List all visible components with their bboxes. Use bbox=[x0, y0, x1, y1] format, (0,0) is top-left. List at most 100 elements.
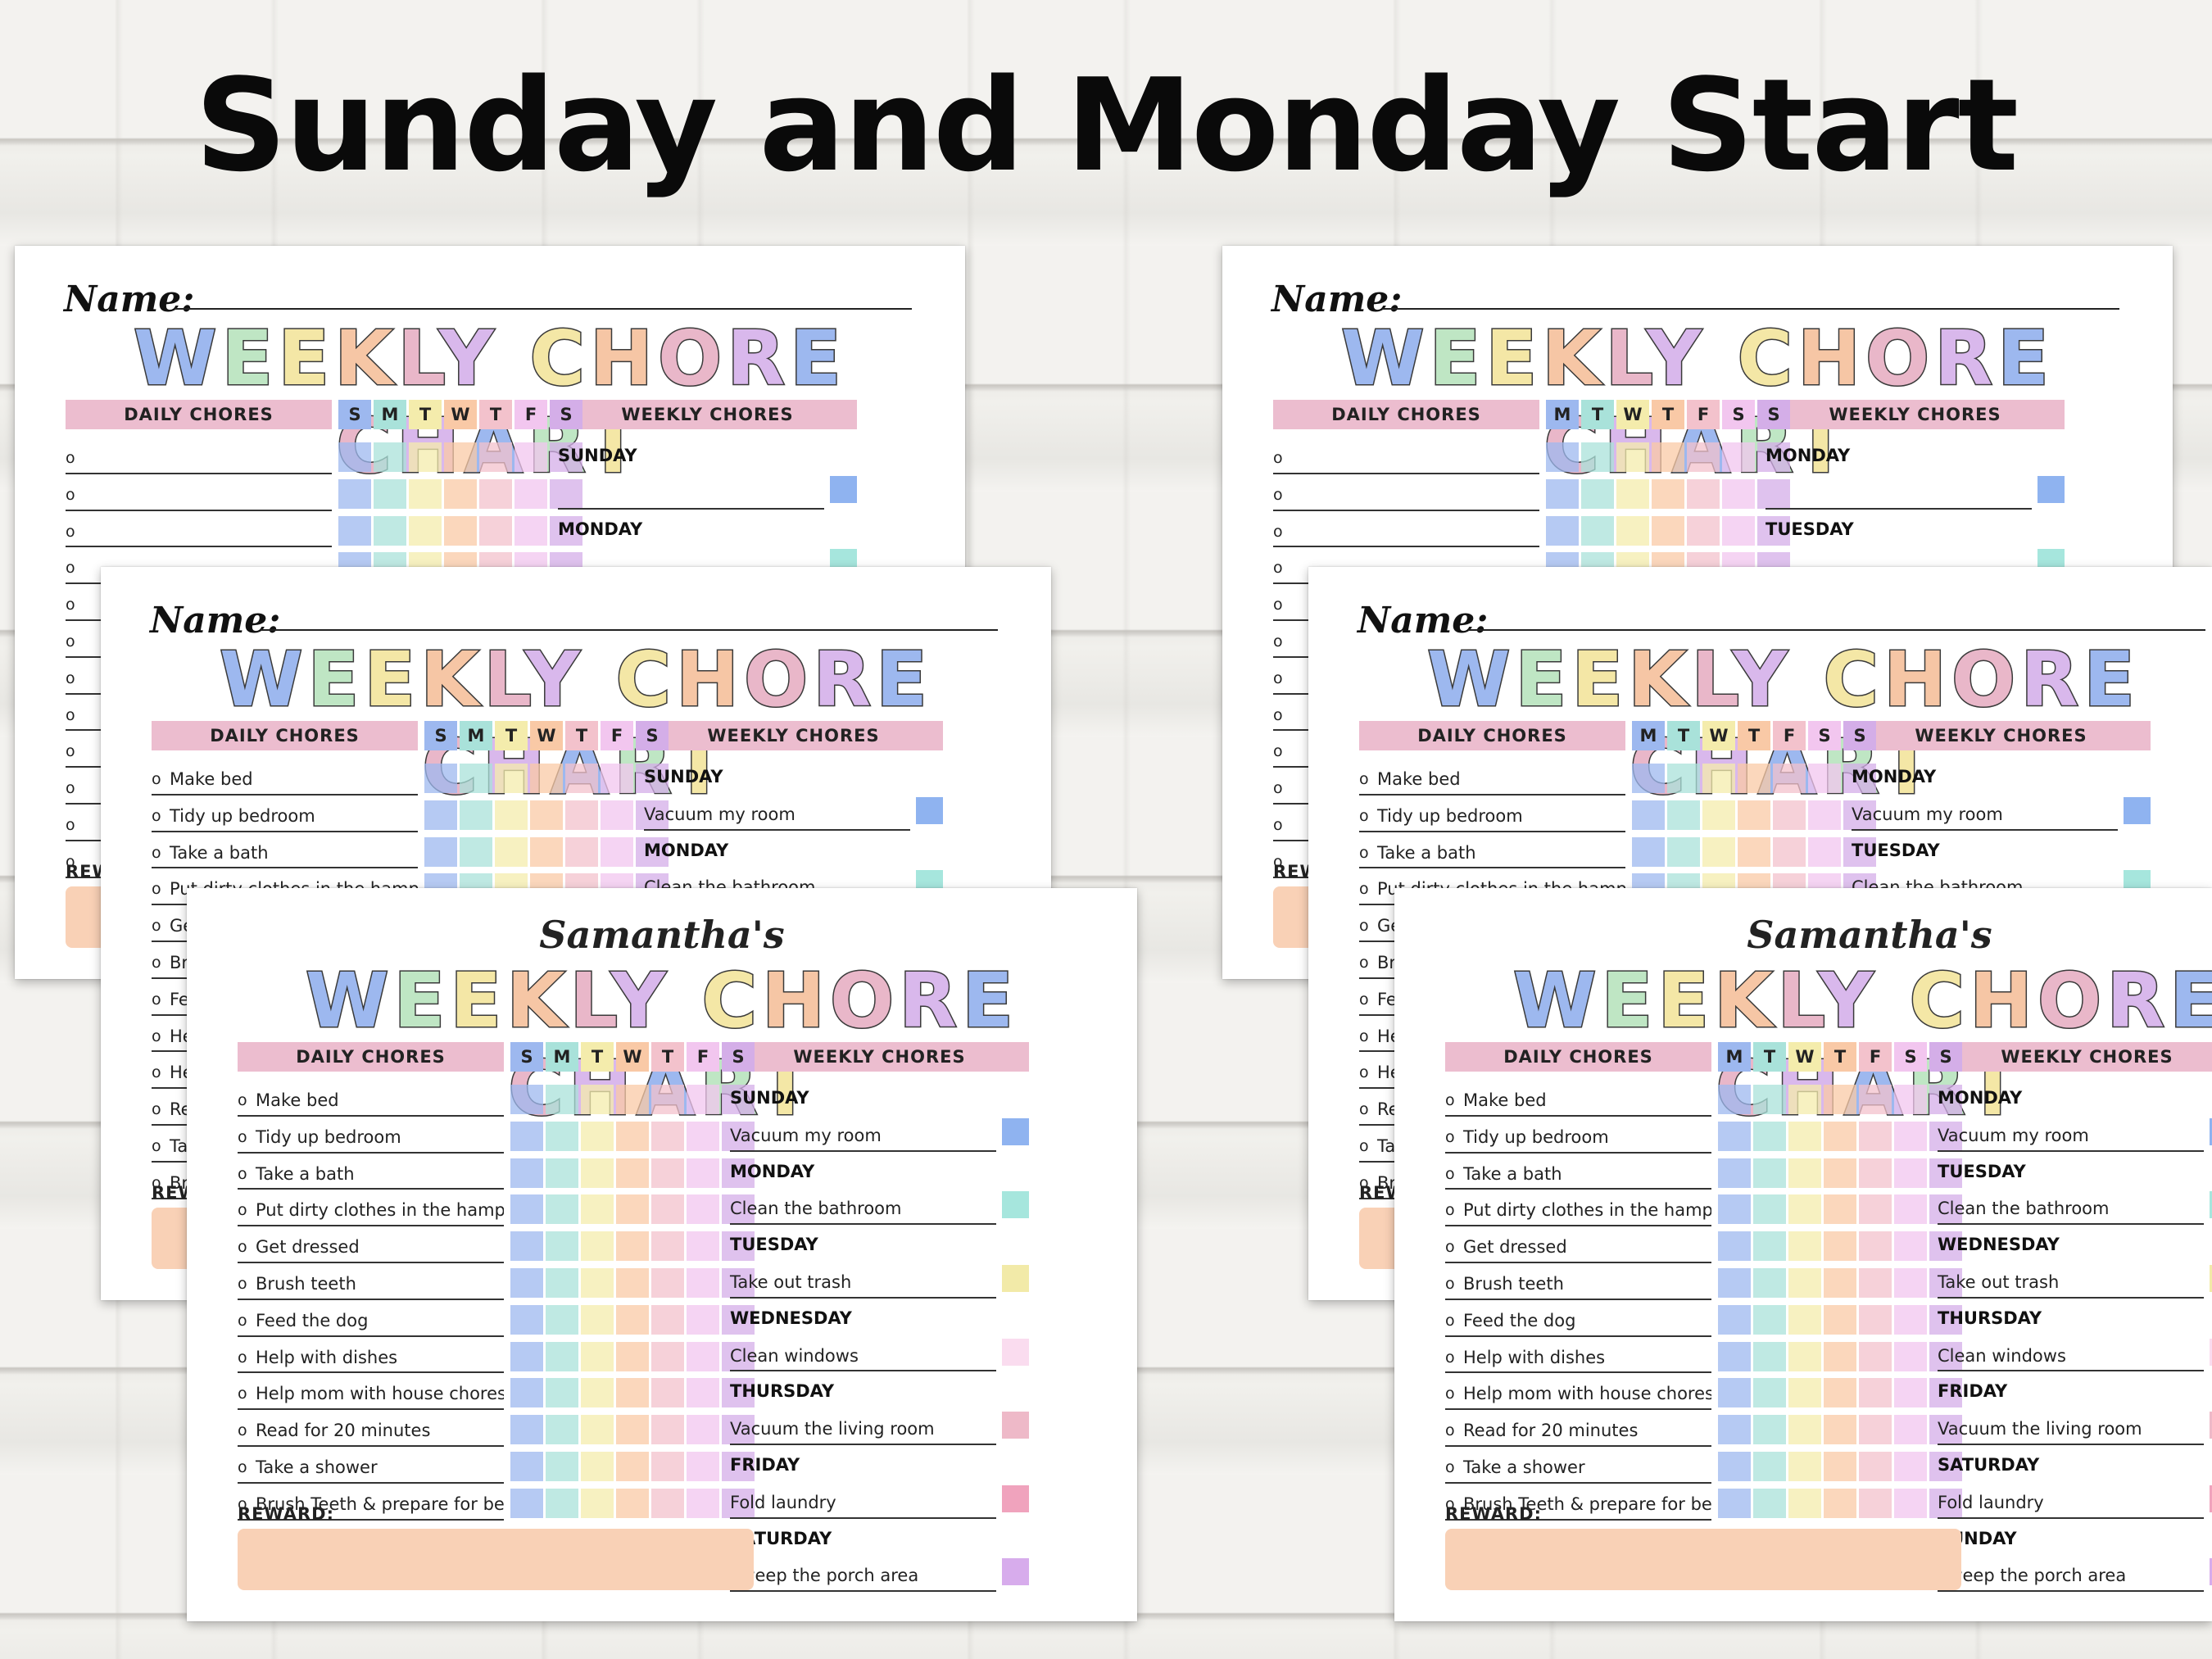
day-checkbox[interactable] bbox=[1894, 1304, 1927, 1335]
day-checkbox[interactable] bbox=[687, 1304, 719, 1335]
day-checkbox[interactable] bbox=[1824, 1488, 1856, 1518]
weekly-checkbox[interactable] bbox=[2210, 1264, 2212, 1292]
day-checkbox[interactable] bbox=[1808, 764, 1841, 793]
day-checkbox[interactable] bbox=[1652, 442, 1684, 472]
day-checkbox[interactable] bbox=[1753, 1451, 1786, 1481]
day-checkbox[interactable] bbox=[1616, 515, 1649, 546]
weekly-checkbox[interactable] bbox=[830, 475, 857, 503]
day-checkbox[interactable] bbox=[1773, 836, 1806, 867]
day-checkbox[interactable] bbox=[1718, 1231, 1751, 1262]
day-checkbox[interactable] bbox=[1581, 515, 1614, 546]
day-checkbox[interactable] bbox=[424, 764, 457, 793]
day-checkbox[interactable] bbox=[1773, 764, 1806, 793]
day-checkbox[interactable] bbox=[1824, 1267, 1856, 1298]
day-checkbox[interactable] bbox=[651, 1451, 684, 1481]
day-checkbox[interactable] bbox=[1788, 1121, 1821, 1151]
day-checkbox[interactable] bbox=[565, 836, 598, 867]
day-checkbox[interactable] bbox=[1788, 1304, 1821, 1335]
day-checkbox[interactable] bbox=[1808, 836, 1841, 867]
day-checkbox[interactable] bbox=[1722, 478, 1755, 509]
day-checkbox[interactable] bbox=[1753, 1121, 1786, 1151]
day-checkbox[interactable] bbox=[1753, 1415, 1786, 1445]
day-checkbox[interactable] bbox=[424, 836, 457, 867]
day-checkbox[interactable] bbox=[546, 1121, 578, 1151]
weekly-checkbox[interactable] bbox=[1002, 1558, 1029, 1586]
day-checkbox[interactable] bbox=[1859, 1304, 1892, 1335]
weekly-checkbox[interactable] bbox=[2210, 1191, 2212, 1219]
day-checkbox[interactable] bbox=[1702, 800, 1735, 830]
day-checkbox[interactable] bbox=[1652, 478, 1684, 509]
day-checkbox[interactable] bbox=[1929, 1378, 1962, 1408]
day-checkbox[interactable] bbox=[1753, 1085, 1786, 1114]
day-checkbox[interactable] bbox=[1667, 764, 1700, 793]
day-checkbox[interactable] bbox=[1894, 1231, 1927, 1262]
day-checkbox[interactable] bbox=[1687, 478, 1720, 509]
day-checkbox[interactable] bbox=[722, 1451, 755, 1481]
day-checkbox[interactable] bbox=[514, 478, 547, 509]
day-checkbox[interactable] bbox=[722, 1231, 755, 1262]
day-checkbox[interactable] bbox=[1894, 1451, 1927, 1481]
day-checkbox[interactable] bbox=[1929, 1451, 1962, 1481]
day-checkbox[interactable] bbox=[1859, 1085, 1892, 1114]
day-checkbox[interactable] bbox=[1702, 764, 1735, 793]
day-checkbox[interactable] bbox=[550, 478, 582, 509]
day-checkbox[interactable] bbox=[581, 1415, 614, 1445]
day-checkbox[interactable] bbox=[581, 1158, 614, 1188]
day-checkbox[interactable] bbox=[1929, 1121, 1962, 1151]
day-checkbox[interactable] bbox=[444, 515, 477, 546]
day-checkbox[interactable] bbox=[1859, 1451, 1892, 1481]
day-checkbox[interactable] bbox=[1859, 1341, 1892, 1371]
day-checkbox[interactable] bbox=[1843, 800, 1876, 830]
day-checkbox[interactable] bbox=[581, 1451, 614, 1481]
name-line[interactable] bbox=[175, 308, 912, 310]
day-checkbox[interactable] bbox=[687, 1231, 719, 1262]
day-checkbox[interactable] bbox=[1824, 1158, 1856, 1188]
day-checkbox[interactable] bbox=[601, 836, 633, 867]
day-checkbox[interactable] bbox=[546, 1451, 578, 1481]
day-checkbox[interactable] bbox=[546, 1415, 578, 1445]
day-checkbox[interactable] bbox=[409, 478, 442, 509]
day-checkbox[interactable] bbox=[546, 1341, 578, 1371]
day-checkbox[interactable] bbox=[616, 1341, 649, 1371]
day-checkbox[interactable] bbox=[722, 1304, 755, 1335]
day-checkbox[interactable] bbox=[444, 478, 477, 509]
day-checkbox[interactable] bbox=[616, 1451, 649, 1481]
day-checkbox[interactable] bbox=[616, 1085, 649, 1114]
day-checkbox[interactable] bbox=[651, 1341, 684, 1371]
day-checkbox[interactable] bbox=[722, 1267, 755, 1298]
name-line[interactable] bbox=[261, 629, 998, 631]
day-checkbox[interactable] bbox=[424, 800, 457, 830]
day-checkbox[interactable] bbox=[1718, 1488, 1751, 1518]
day-checkbox[interactable] bbox=[687, 1451, 719, 1481]
day-checkbox[interactable] bbox=[687, 1488, 719, 1518]
day-checkbox[interactable] bbox=[1652, 515, 1684, 546]
day-checkbox[interactable] bbox=[510, 1451, 543, 1481]
day-checkbox[interactable] bbox=[510, 1341, 543, 1371]
day-checkbox[interactable] bbox=[581, 1378, 614, 1408]
day-checkbox[interactable] bbox=[479, 442, 512, 472]
day-checkbox[interactable] bbox=[1894, 1415, 1927, 1445]
day-checkbox[interactable] bbox=[1738, 836, 1770, 867]
day-checkbox[interactable] bbox=[1894, 1378, 1927, 1408]
day-checkbox[interactable] bbox=[460, 800, 492, 830]
day-checkbox[interactable] bbox=[1894, 1121, 1927, 1151]
day-checkbox[interactable] bbox=[616, 1415, 649, 1445]
day-checkbox[interactable] bbox=[1824, 1085, 1856, 1114]
day-checkbox[interactable] bbox=[1667, 836, 1700, 867]
day-checkbox[interactable] bbox=[1753, 1194, 1786, 1225]
day-checkbox[interactable] bbox=[1718, 1085, 1751, 1114]
day-checkbox[interactable] bbox=[510, 1304, 543, 1335]
day-checkbox[interactable] bbox=[1859, 1121, 1892, 1151]
day-checkbox[interactable] bbox=[1894, 1158, 1927, 1188]
day-checkbox[interactable] bbox=[1859, 1194, 1892, 1225]
day-checkbox[interactable] bbox=[1824, 1194, 1856, 1225]
day-checkbox[interactable] bbox=[409, 442, 442, 472]
day-checkbox[interactable] bbox=[616, 1304, 649, 1335]
day-checkbox[interactable] bbox=[1753, 1378, 1786, 1408]
day-checkbox[interactable] bbox=[546, 1158, 578, 1188]
day-checkbox[interactable] bbox=[581, 1267, 614, 1298]
day-checkbox[interactable] bbox=[510, 1267, 543, 1298]
day-checkbox[interactable] bbox=[581, 1488, 614, 1518]
reward-box[interactable] bbox=[1445, 1529, 1961, 1590]
name-line[interactable] bbox=[1468, 629, 2205, 631]
